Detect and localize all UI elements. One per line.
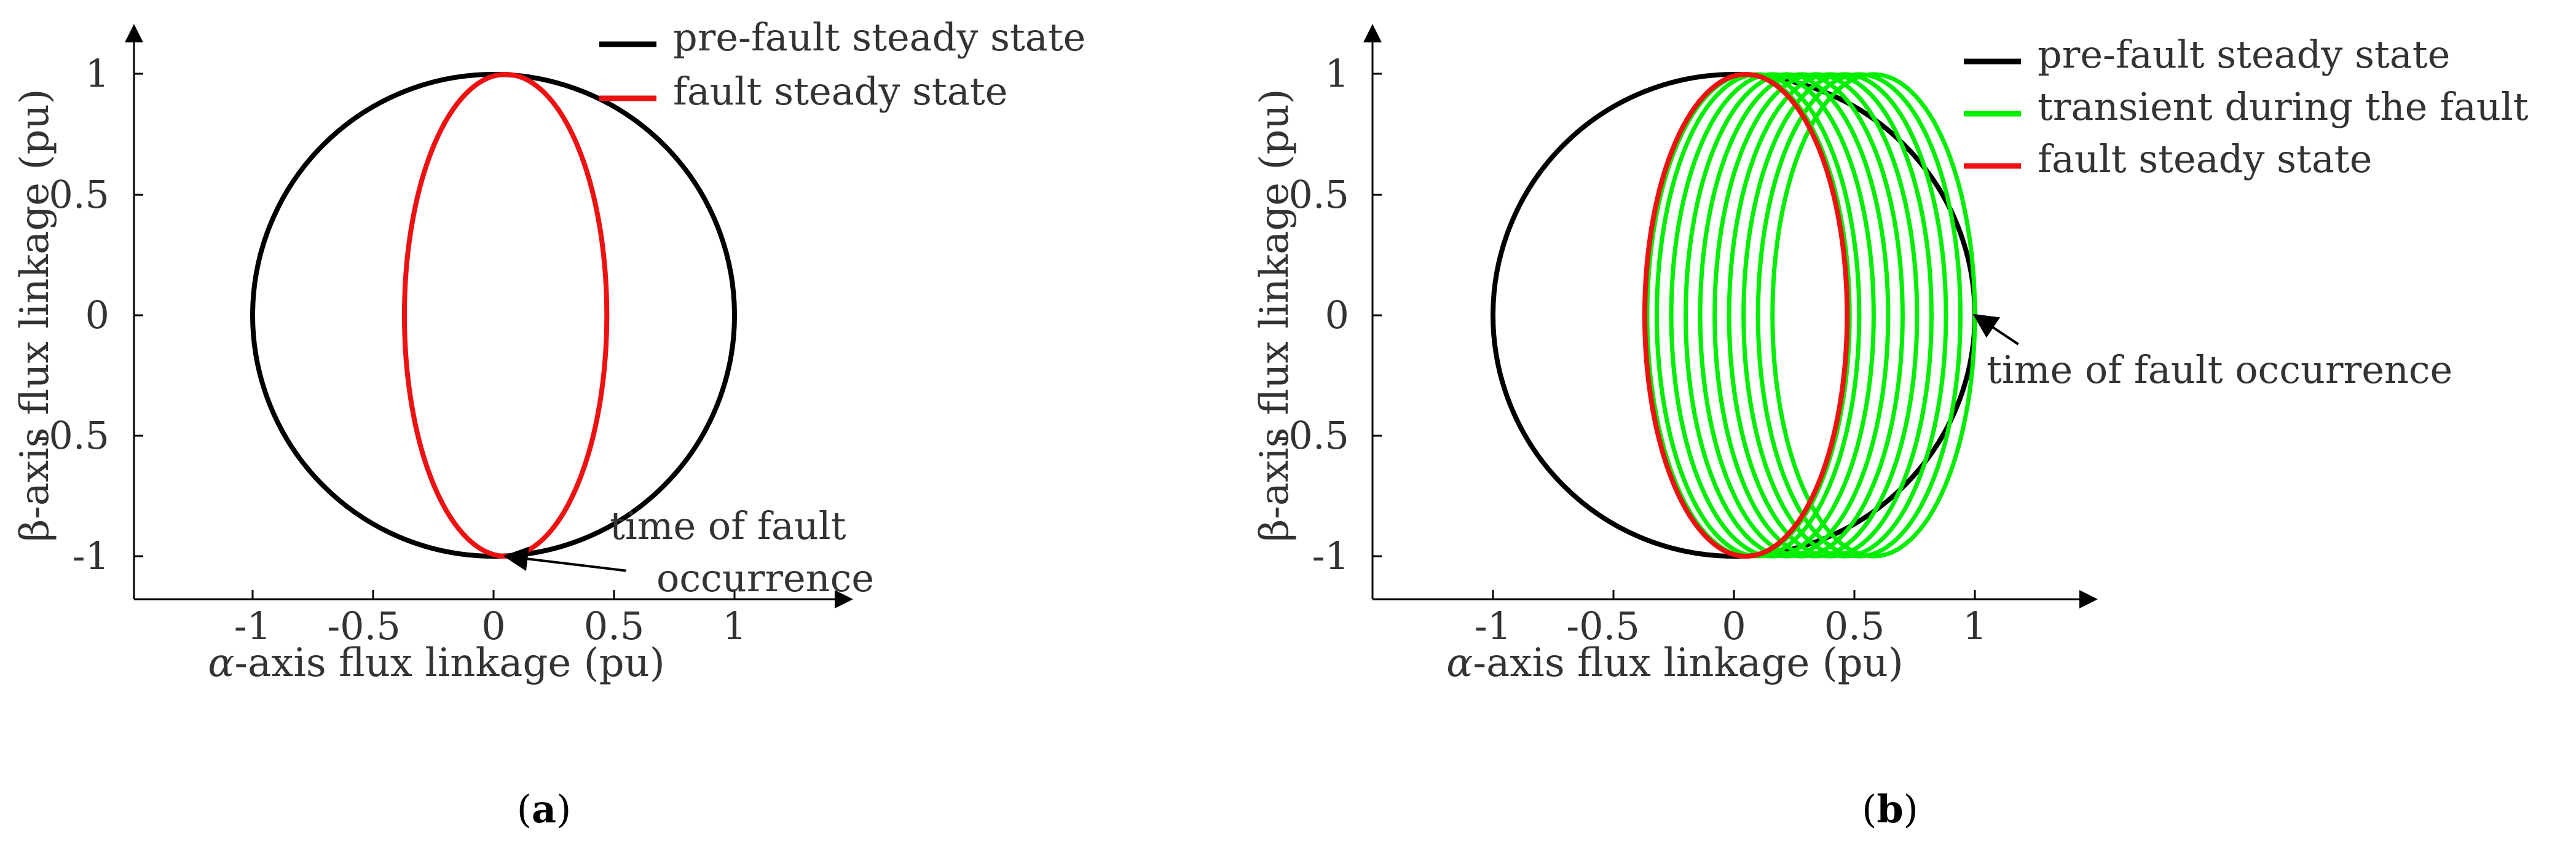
panel-a-xtick-label: 0	[481, 604, 505, 648]
panel-a-xtick-label: 0.5	[584, 604, 645, 648]
panel-b-caption: (b)	[1862, 787, 1918, 832]
panel-b-xtick-label: -1	[1475, 604, 1511, 648]
panel-a-annotation-arrow	[503, 546, 626, 572]
panel-a-ytick-labels: 1 0.5 0 -0.5 -1	[36, 51, 109, 578]
panel-a-y-axis-label: β-axis flux linkage (pu)	[12, 89, 58, 541]
panel-a-ytick-label: -0.5	[36, 413, 109, 458]
panel-b-annotation: time of fault occurrence	[1987, 347, 2452, 392]
panel-a: -1 -0.5 0 0.5 1 1 0.5 0 -0.5 -1 α-axis f…	[12, 15, 1085, 832]
panel-b-x-axis-symbol: α	[1446, 640, 1473, 686]
panel-b-transient-ellipse	[1727, 72, 1934, 559]
panel-b-transient-ellipse	[1669, 72, 1876, 559]
panel-a-xtick-label: -1	[234, 604, 271, 648]
panel-b-annotation-line: time of fault occurrence	[1987, 347, 2452, 392]
panel-a-x-axis-text: -axis flux linkage (pu)	[234, 640, 664, 686]
panel-a-x-axis-symbol: α	[208, 640, 234, 686]
panel-a-xtick-labels: -1 -0.5 0 0.5 1	[234, 604, 747, 648]
panel-a-annotation: time of fault occurrence	[610, 503, 874, 600]
panel-a-legend: pre-fault steady state fault steady stat…	[599, 15, 1085, 114]
panel-b-xtick-label: 0	[1722, 604, 1746, 648]
panel-b-annotation-arrow	[1972, 313, 2019, 345]
panel-a-annotation-line: occurrence	[656, 556, 874, 600]
panel-a-caption: (a)	[517, 787, 572, 832]
panel-b-legend: pre-fault steady state transient during …	[1964, 32, 2529, 181]
panel-b-xtick-label: -0.5	[1566, 604, 1640, 648]
panel-b-legend-label: pre-fault steady state	[2038, 32, 2450, 77]
panel-b: -1 -0.5 0 0.5 1 1 0.5 0 -0.5 -1 α-axis f…	[1252, 24, 2529, 832]
panel-a-caption-letter: a	[532, 787, 556, 832]
panel-a-annotation-line: time of fault	[610, 503, 846, 548]
panel-b-legend-label: transient during the fault	[2038, 84, 2529, 129]
panel-a-legend-label: pre-fault steady state	[673, 15, 1085, 60]
panel-b-ytick-label: 0.5	[1288, 172, 1349, 217]
panel-b-x-axis-text: -axis flux linkage (pu)	[1473, 640, 1903, 686]
panel-b-legend-label: fault steady state	[2038, 136, 2372, 181]
panel-b-caption-letter: b	[1877, 787, 1903, 832]
panel-b-tick-marks	[1373, 73, 1976, 599]
panel-a-pre-fault-ellipse	[250, 72, 737, 559]
panel-b-ytick-label: -1	[1312, 533, 1349, 578]
panel-a-series	[250, 72, 737, 559]
panel-b-ytick-label: -0.5	[1275, 413, 1349, 458]
panel-b-ytick-label: 1	[1325, 51, 1349, 96]
panel-a-tick-marks	[134, 73, 736, 599]
panel-a-xtick-label: -0.5	[327, 604, 401, 648]
panel-b-xtick-label: 0.5	[1824, 604, 1885, 648]
panel-b-transient-ellipse	[1712, 72, 1920, 559]
panel-a-x-axis-label: α-axis flux linkage (pu)	[208, 640, 665, 686]
panel-b-x-axis-label: α-axis flux linkage (pu)	[1446, 640, 1904, 686]
panel-b-plot-area	[1363, 24, 2098, 608]
panel-a-legend-label: fault steady state	[673, 69, 1007, 114]
panel-b-transient-ellipse	[1684, 72, 1891, 559]
panel-b-transient-ellipse	[1698, 72, 1905, 559]
panel-b-transient-ellipse	[1755, 72, 1963, 559]
panel-b-ytick-label: 0	[1325, 293, 1349, 337]
panel-b-xtick-label: 1	[1963, 604, 1987, 648]
panel-a-xtick-label: 1	[722, 604, 746, 648]
panel-a-ytick-label: 1	[85, 51, 109, 96]
panel-a-ytick-label: 0	[85, 293, 109, 337]
panel-a-plot-area	[125, 24, 853, 608]
panel-a-ytick-label: 0.5	[49, 172, 109, 217]
panel-b-y-axis-label: β-axis flux linkage (pu)	[1252, 89, 1298, 541]
panel-b-fault-ellipse	[1642, 72, 1850, 559]
panel-a-fault-ellipse	[401, 72, 610, 559]
panel-b-ytick-labels: 1 0.5 0 -0.5 -1	[1275, 51, 1349, 578]
panel-b-transient-ellipse	[1741, 72, 1948, 559]
panel-b-xtick-labels: -1 -0.5 0 0.5 1	[1475, 604, 1987, 648]
panel-a-ytick-label: -1	[73, 533, 109, 578]
panel-b-series	[1491, 72, 1977, 559]
